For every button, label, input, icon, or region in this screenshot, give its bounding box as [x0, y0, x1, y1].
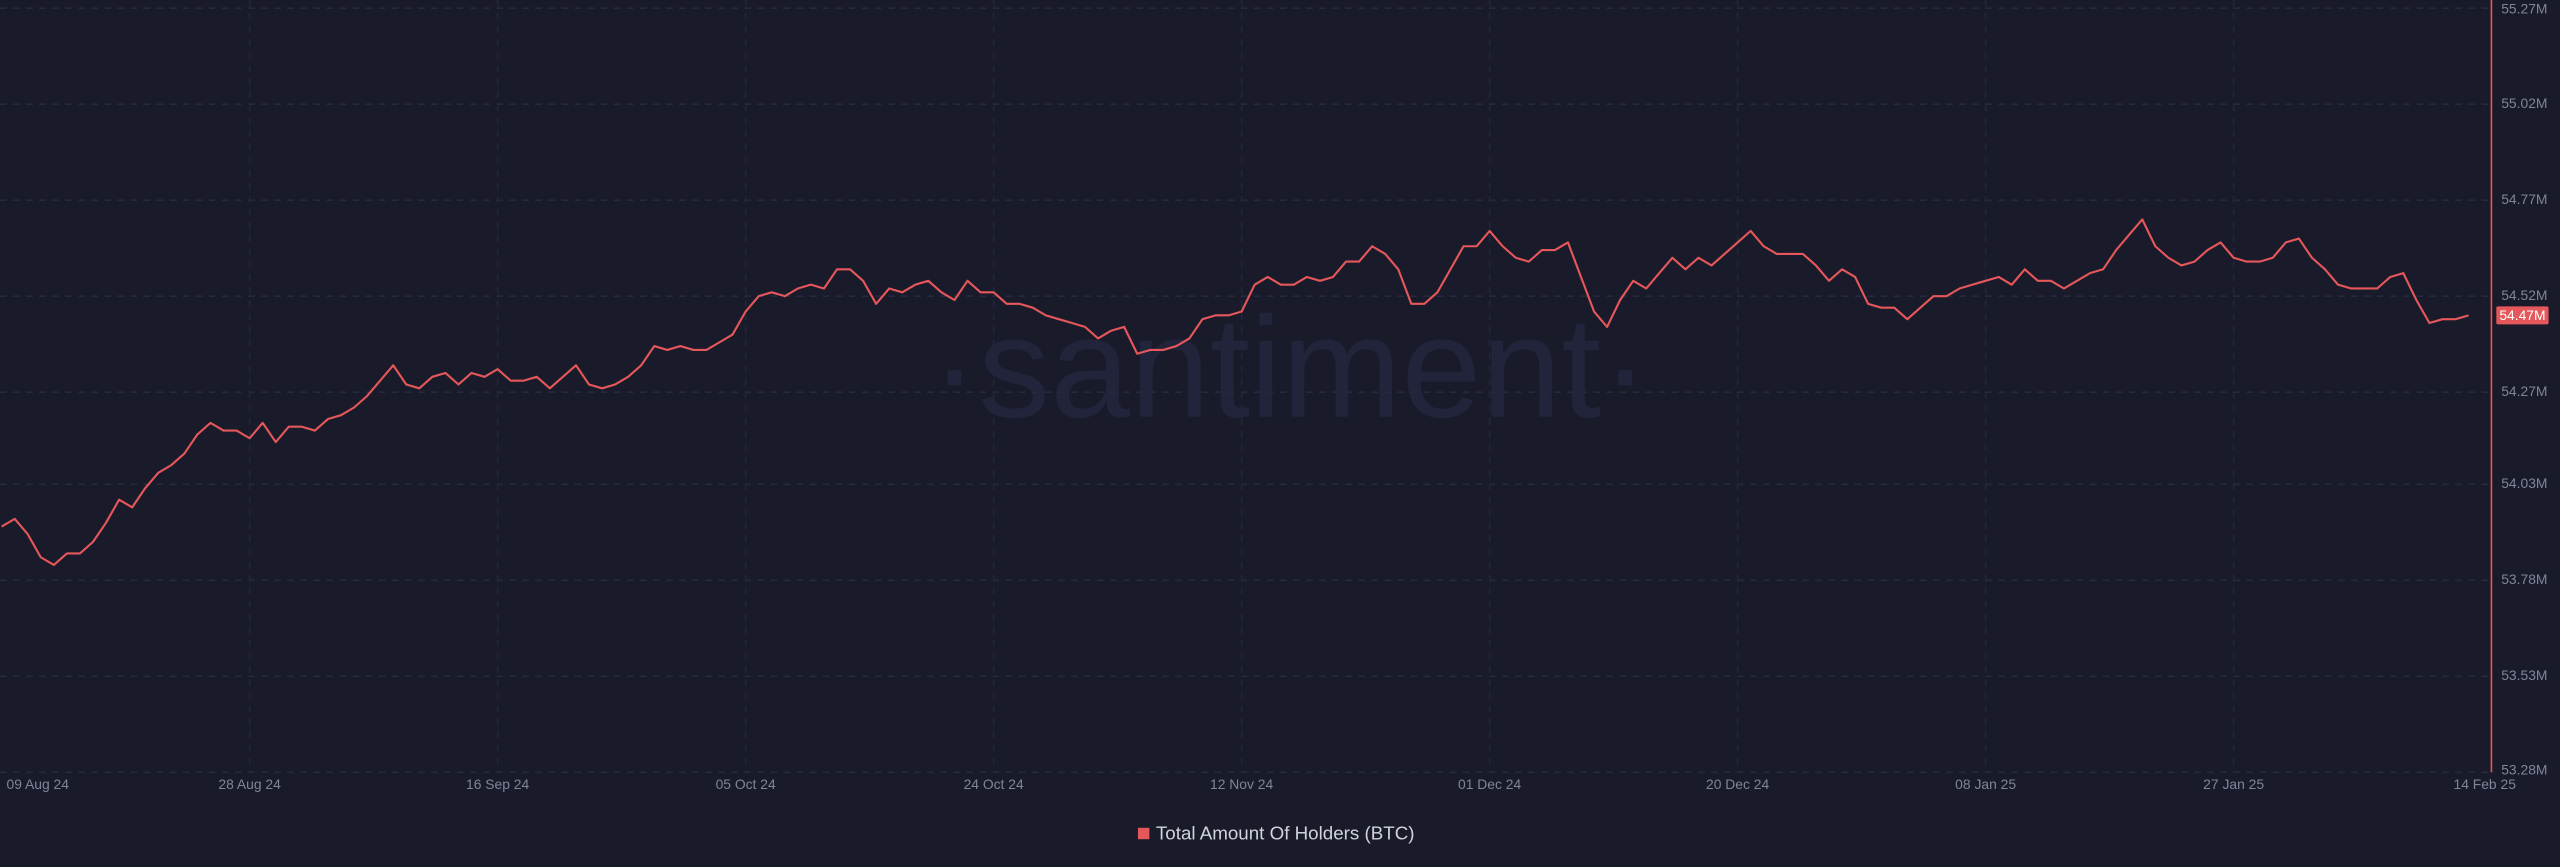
- y-tick-label: 53.53M: [2501, 667, 2547, 683]
- y-tick-label: 54.27M: [2501, 383, 2547, 399]
- x-tick-label: 28 Aug 24: [218, 776, 281, 792]
- y-tick-label: 55.02M: [2501, 95, 2547, 111]
- x-tick-label: 27 Jan 25: [2203, 776, 2264, 792]
- x-tick-label: 20 Dec 24: [1706, 776, 1769, 792]
- current-value-label: 54.47M: [2499, 307, 2545, 323]
- y-tick-label: 54.52M: [2501, 287, 2547, 303]
- legend-label: Total Amount Of Holders (BTC): [1156, 822, 1415, 843]
- x-tick-label: 12 Nov 24: [1210, 776, 1273, 792]
- x-tick-label: 09 Aug 24: [7, 776, 70, 792]
- x-tick-label: 24 Oct 24: [964, 776, 1024, 792]
- x-tick-label: 14 Feb 25: [2453, 776, 2516, 792]
- x-tick-label: 05 Oct 24: [716, 776, 776, 792]
- current-value-badge: [2496, 306, 2549, 325]
- legend-swatch: [1137, 827, 1150, 840]
- y-tick-label: 54.77M: [2501, 191, 2547, 207]
- y-tick-label: 53.78M: [2501, 571, 2547, 587]
- y-tick-label: 54.03M: [2501, 475, 2547, 491]
- y-tick-label: 55.27M: [2501, 0, 2547, 16]
- x-tick-label: 08 Jan 25: [1955, 776, 2016, 792]
- y-tick-label: 53.28M: [2501, 761, 2547, 777]
- x-tick-label: 01 Dec 24: [1458, 776, 1521, 792]
- line-series: [1, 218, 2469, 567]
- watermark: ·santiment·: [931, 288, 1649, 448]
- x-tick-label: 16 Sep 24: [466, 776, 529, 792]
